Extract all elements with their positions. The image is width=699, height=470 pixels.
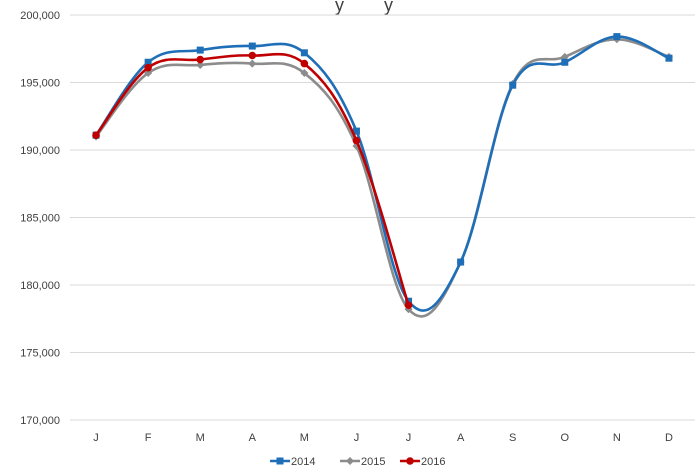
x-tick-label: A bbox=[249, 432, 257, 444]
x-tick-label: S bbox=[509, 432, 516, 444]
legend-label-2016: 2016 bbox=[421, 456, 445, 468]
legend: 2014 2015 2016 bbox=[270, 456, 445, 468]
data-point-2016 bbox=[300, 59, 309, 68]
data-point-2016 bbox=[352, 136, 361, 145]
x-tick-label: N bbox=[613, 432, 621, 444]
series-2016 bbox=[92, 51, 413, 310]
data-point-2014 bbox=[509, 81, 517, 89]
legend-label-2014: 2014 bbox=[291, 456, 315, 468]
data-point-2016 bbox=[404, 301, 413, 310]
data-point-2014 bbox=[196, 46, 204, 54]
x-tick-label: M bbox=[196, 432, 205, 444]
data-point-2016 bbox=[196, 55, 205, 64]
series-lines bbox=[92, 33, 673, 318]
x-tick-label: M bbox=[300, 432, 309, 444]
series-2014 bbox=[92, 33, 673, 312]
gridlines bbox=[70, 14, 695, 421]
data-point-2014 bbox=[248, 42, 256, 50]
data-point-2014 bbox=[665, 54, 673, 62]
legend-item-2015: 2015 bbox=[340, 456, 385, 468]
legend-marker-2016 bbox=[406, 457, 414, 465]
legend-item-2014: 2014 bbox=[270, 456, 315, 468]
series-line-2014 bbox=[94, 35, 671, 312]
data-point-2014 bbox=[352, 127, 360, 135]
x-tick-label: O bbox=[561, 432, 570, 444]
x-tick-label: F bbox=[145, 432, 152, 444]
x-tick-label: A bbox=[457, 432, 465, 444]
data-point-2014 bbox=[144, 58, 152, 66]
data-point-2016 bbox=[92, 131, 100, 139]
x-tick-label: J bbox=[406, 432, 412, 444]
data-point-2016 bbox=[144, 63, 152, 72]
legend-marker-2015 bbox=[346, 457, 354, 465]
data-point-2015 bbox=[196, 60, 205, 69]
x-tick-label: D bbox=[665, 432, 673, 444]
y-tick-label: 185,000 bbox=[20, 213, 60, 225]
y-tick-label: 170,000 bbox=[20, 415, 60, 427]
y-tick-label: 175,000 bbox=[20, 348, 60, 360]
legend-label-2015: 2015 bbox=[361, 456, 385, 468]
data-point-2016 bbox=[248, 51, 257, 60]
series-line-2016 bbox=[94, 52, 410, 307]
data-point-2014 bbox=[457, 258, 465, 266]
data-point-2015 bbox=[300, 69, 309, 78]
chart-title-fragment: y y bbox=[335, 0, 393, 15]
data-point-2014 bbox=[300, 49, 308, 57]
data-point-2014 bbox=[613, 33, 621, 41]
data-point-2015 bbox=[144, 69, 153, 78]
x-tick-label: J bbox=[93, 432, 99, 444]
legend-item-2016: 2016 bbox=[400, 456, 445, 468]
series-line-2015 bbox=[94, 38, 671, 318]
y-tick-label: 200,000 bbox=[20, 10, 60, 22]
legend-marker-2014 bbox=[276, 457, 284, 465]
y-tick-label: 190,000 bbox=[20, 145, 60, 157]
data-point-2015 bbox=[248, 59, 257, 68]
x-tick-label: J bbox=[354, 432, 360, 444]
data-point-2014 bbox=[561, 58, 569, 66]
series-2015 bbox=[92, 35, 673, 318]
y-axis-tick-labels: 170,000 175,000 180,000 185,000 190,000 195,0… bbox=[20, 10, 60, 427]
y-tick-label: 195,000 bbox=[20, 78, 60, 90]
y-tick-label: 180,000 bbox=[20, 280, 60, 292]
